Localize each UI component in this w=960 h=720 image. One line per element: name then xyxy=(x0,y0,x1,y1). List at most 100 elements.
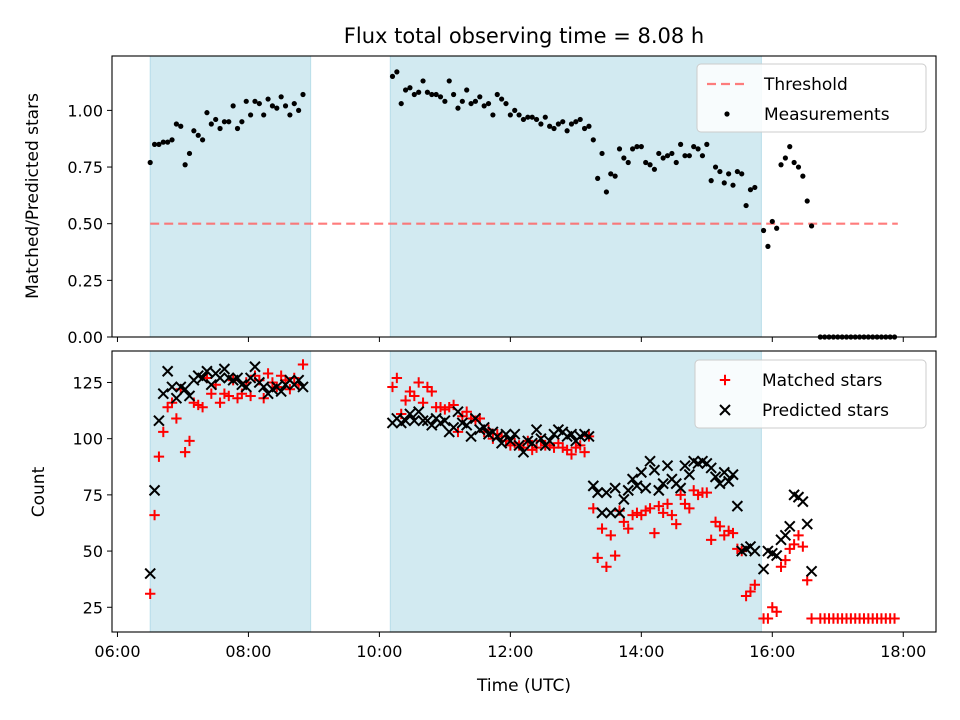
measurement-point-109 xyxy=(708,178,714,184)
measurement-point-84 xyxy=(599,150,605,157)
measurement-point-123 xyxy=(774,225,780,231)
predicted-star-point-131 xyxy=(805,565,818,578)
predicted-star-point-85 xyxy=(600,486,613,499)
measurement-point-73 xyxy=(551,125,557,132)
predicted-star-point-82 xyxy=(587,480,600,492)
measurement-point-64 xyxy=(512,107,518,113)
legend-threshold-label: Threshold xyxy=(763,75,848,95)
predicted-star-point-42 xyxy=(412,405,425,418)
measurement-point-48 xyxy=(442,98,448,104)
measurement-point-8 xyxy=(182,162,188,168)
predicted-star-point-34 xyxy=(292,374,305,386)
measurement-point-83 xyxy=(595,175,601,181)
matched-star-point-100 xyxy=(666,509,678,521)
bottom-star-points xyxy=(144,359,900,624)
axes-frame xyxy=(111,350,937,633)
predicted-star-point-61 xyxy=(495,437,508,449)
measurement-point-89 xyxy=(621,155,627,161)
matched-star-point-123 xyxy=(771,606,782,617)
predicted-star-point-93 xyxy=(635,466,648,479)
bottom-axes: 25 50 75 100 125 06:00 08:00 10:00 12:00 14:00 16:… xyxy=(72,350,937,661)
predicted-star-point-41 xyxy=(408,414,421,427)
matched-star-point-96 xyxy=(649,527,660,539)
measurement-point-60 xyxy=(494,91,500,98)
measurement-point-3 xyxy=(160,139,166,145)
top-axes: 0.00 0.25 0.50 0.75 1.00 xyxy=(67,55,937,347)
predicted-star-point-84 xyxy=(596,507,608,519)
x-tick-label-4: 14:00 xyxy=(618,642,664,661)
predicted-star-point-88 xyxy=(613,507,626,519)
legend-measurements-swatch xyxy=(724,111,730,117)
matched-star-point-118 xyxy=(745,586,756,597)
measurement-point-49 xyxy=(446,78,452,84)
chart-title: Flux total observing time = 8.08 h xyxy=(344,24,704,48)
x-tick-label-3: 12:00 xyxy=(487,642,533,661)
legend-box xyxy=(694,359,927,429)
measurement-point-1 xyxy=(151,141,158,147)
predicted-star-point-97 xyxy=(653,484,665,497)
measurement-point-94 xyxy=(643,159,649,166)
measurement-point-125 xyxy=(782,155,788,161)
measurement-point-56 xyxy=(477,94,483,100)
matched-star-point-39 xyxy=(400,395,411,406)
predicted-star-point-17 xyxy=(218,363,231,375)
matched-star-point-97 xyxy=(653,500,664,512)
matched-star-point-27 xyxy=(262,368,274,379)
matched-star-point-42 xyxy=(413,377,424,388)
predicted-star-point-12 xyxy=(196,372,209,384)
predicted-star-point-50 xyxy=(447,421,460,434)
measurement-point-57 xyxy=(481,103,487,109)
matched-star-point-99 xyxy=(662,498,673,510)
measurement-point-40 xyxy=(407,85,413,91)
measurement-point-5 xyxy=(169,137,175,143)
predicted-star-point-92 xyxy=(631,480,643,492)
measurement-point-122 xyxy=(769,218,775,225)
matched-star-point-16 xyxy=(214,397,226,408)
matched-star-point-53 xyxy=(461,406,472,417)
measurement-point-95 xyxy=(647,162,653,168)
measurement-point-17 xyxy=(221,119,228,125)
measurement-point-66 xyxy=(520,116,527,123)
bottom-shaded-intervals xyxy=(149,350,762,633)
measurement-point-116 xyxy=(739,171,745,177)
predicted-star-point-23 xyxy=(244,372,257,384)
matched-star-point-0 xyxy=(144,588,156,599)
predicted-star-point-22 xyxy=(240,381,252,393)
measurement-point-55 xyxy=(472,98,479,104)
y-tick-label-3: 0.75 xyxy=(67,158,103,177)
measurement-point-76 xyxy=(564,128,570,134)
measurement-point-119 xyxy=(752,184,758,191)
predicted-star-point-65 xyxy=(513,439,525,452)
predicted-star-point-69 xyxy=(530,423,543,436)
matched-star-point-95 xyxy=(644,503,656,514)
predicted-star-point-13 xyxy=(201,365,213,377)
measurement-point-114 xyxy=(730,182,736,188)
predicted-star-point-9 xyxy=(183,390,196,402)
measurement-point-92 xyxy=(634,144,640,150)
measurement-point-67 xyxy=(525,114,531,120)
y-tick-label-4: 125 xyxy=(72,373,103,392)
predicted-star-point-102 xyxy=(674,482,687,494)
measurement-point-18 xyxy=(226,119,232,125)
predicted-star-point-125 xyxy=(779,529,792,542)
predicted-star-point-111 xyxy=(714,477,726,490)
measurement-point-52 xyxy=(459,98,465,104)
y-tick-label-4: 1.00 xyxy=(67,101,103,120)
legend-matched-label: Matched stars xyxy=(762,371,882,391)
measurement-point-6 xyxy=(173,121,179,127)
measurement-point-7 xyxy=(178,123,184,129)
shaded-interval-0 xyxy=(149,350,312,633)
measurement-point-80 xyxy=(581,125,588,132)
predicted-star-point-14 xyxy=(205,379,218,391)
measurement-point-62 xyxy=(503,100,509,107)
measurement-point-10 xyxy=(191,128,197,134)
measurement-point-70 xyxy=(538,121,544,127)
measurement-point-120 xyxy=(760,227,767,234)
matched-star-point-90 xyxy=(623,523,634,534)
y-tick-label-1: 0.25 xyxy=(67,271,103,290)
predicted-star-point-81 xyxy=(583,430,595,443)
predicted-star-point-72 xyxy=(543,435,556,447)
measurement-point-61 xyxy=(499,96,505,102)
measurement-point-32 xyxy=(287,112,293,118)
matched-star-point-9 xyxy=(184,435,195,447)
